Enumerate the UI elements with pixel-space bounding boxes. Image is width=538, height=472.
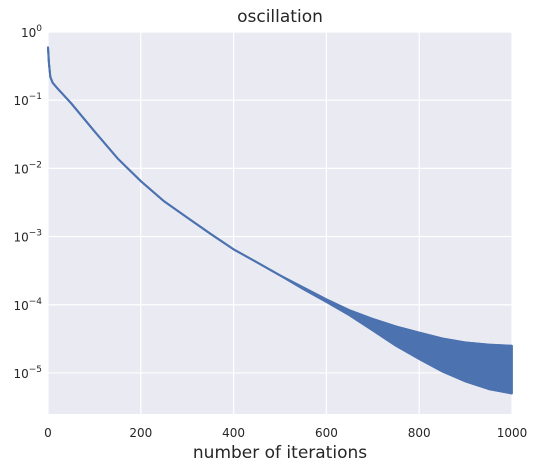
x-tick-label: 1000 [497, 426, 528, 440]
x-axis-ticks: 0 200 400 600 800 1000 [44, 426, 527, 440]
grid [47, 31, 513, 414]
chart-title: oscillation [237, 7, 323, 27]
y-tick-label: 100 [21, 24, 42, 40]
series-line-lower [47, 47, 513, 395]
x-tick-label: 600 [315, 426, 338, 440]
y-tick-label: 10−5 [13, 365, 42, 381]
x-tick-label: 200 [129, 426, 152, 440]
y-axis-ticks: 100 10−1 10−2 10−3 10−4 10−5 [13, 24, 42, 381]
y-tick-label: 10−3 [13, 229, 42, 245]
x-tick-label: 0 [44, 426, 52, 440]
x-tick-label: 400 [222, 426, 245, 440]
x-axis-label: number of iterations [193, 443, 367, 463]
x-tick-label: 800 [408, 426, 431, 440]
series-lines [47, 46, 513, 395]
y-tick-label: 10−4 [13, 297, 42, 313]
y-tick-label: 10−2 [13, 160, 42, 176]
y-tick-label: 10−1 [13, 92, 42, 108]
